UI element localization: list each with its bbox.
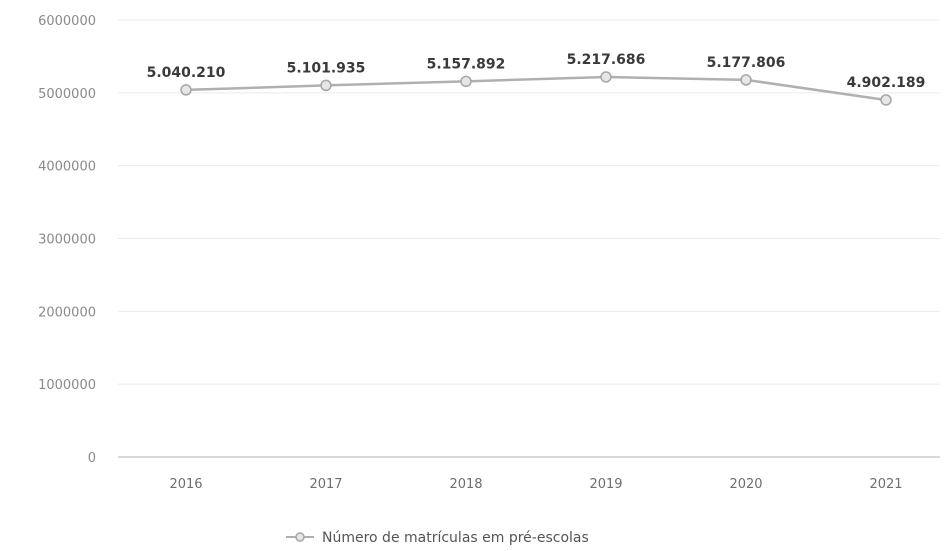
legend-label: Número de matrículas em pré-escolas — [322, 530, 589, 546]
y-tick-label: 4000000 — [38, 160, 96, 175]
data-point[interactable] — [880, 94, 892, 106]
series-markers — [180, 71, 892, 106]
data-label: 5.157.892 — [427, 56, 506, 72]
series-line-path — [184, 75, 888, 102]
y-tick-label: 3000000 — [38, 233, 96, 248]
x-tick-label: 2021 — [869, 477, 902, 492]
series-line — [184, 75, 888, 102]
data-point[interactable] — [320, 79, 332, 92]
x-axis: 2016 2017 2018 2019 2020 2021 — [169, 477, 902, 492]
x-tick-label: 2019 — [589, 477, 622, 492]
data-label: 5.217.686 — [567, 52, 646, 68]
data-point[interactable] — [600, 71, 612, 83]
legend[interactable]: Número de matrículas em pré-escolas — [286, 530, 589, 546]
data-point[interactable] — [180, 84, 192, 96]
data-labels: 5.040.210 5.101.935 5.157.892 5.217.686 5.17… — [147, 52, 926, 91]
x-tick-label: 2018 — [449, 477, 482, 492]
x-tick-label: 2020 — [729, 477, 762, 492]
y-tick-label: 1000000 — [38, 378, 96, 393]
data-label: 4.902.189 — [847, 75, 926, 91]
x-tick-label: 2017 — [309, 477, 342, 492]
y-tick-label: 6000000 — [38, 14, 96, 29]
data-point[interactable] — [460, 75, 472, 88]
y-axis: 0 1000000 2000000 3000000 4000000 5000000 6000… — [38, 14, 96, 466]
y-tick-label: 0 — [88, 451, 96, 466]
grid-lines — [118, 19, 940, 458]
data-label: 5.177.806 — [707, 55, 786, 71]
y-tick-label: 2000000 — [38, 305, 96, 320]
data-label: 5.040.210 — [147, 65, 226, 81]
legend-marker-icon — [295, 532, 305, 542]
x-tick-label: 2016 — [169, 477, 202, 492]
y-tick-label: 5000000 — [38, 87, 96, 102]
data-label: 5.101.935 — [287, 60, 366, 76]
data-point[interactable] — [740, 74, 752, 86]
